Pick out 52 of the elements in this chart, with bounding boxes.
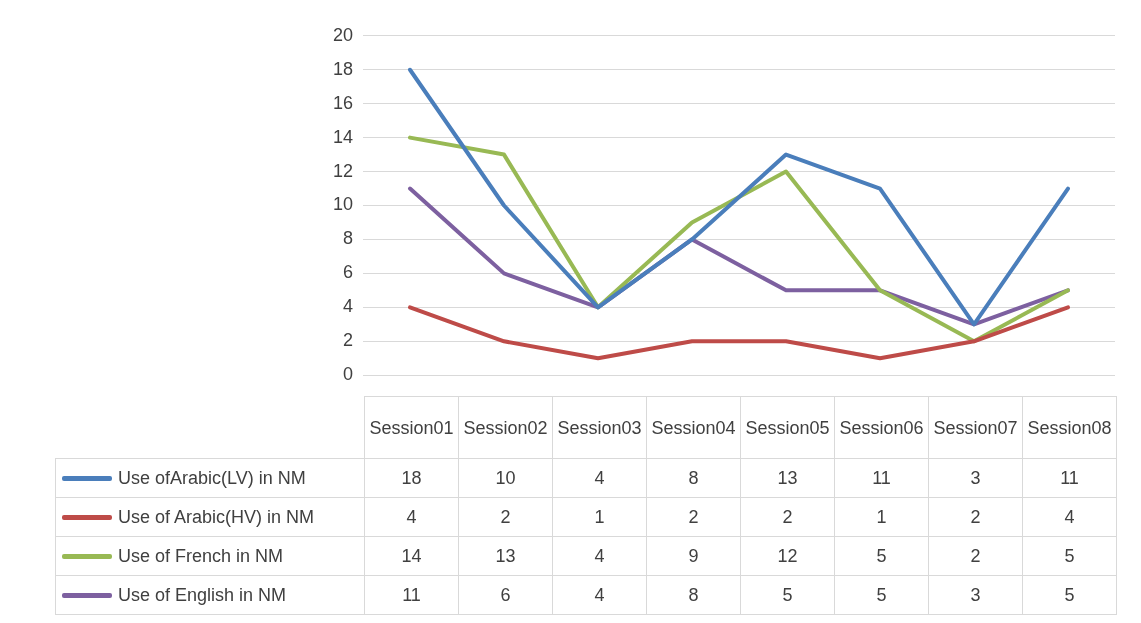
data-label: 11: [1022, 458, 1117, 498]
legend-label: Use of English in NM: [55, 575, 365, 615]
data-label: 4: [552, 536, 647, 576]
x-tick-label: Session08: [1022, 396, 1117, 459]
y-tick-label: 10: [332, 194, 353, 215]
data-label: 5: [834, 536, 929, 576]
x-tick-label: Session06: [834, 396, 929, 459]
data-label: 11: [834, 458, 929, 498]
legend-label: Use of Arabic(HV) in NM: [55, 497, 365, 537]
data-label: 2: [458, 497, 553, 537]
data-label: 4: [552, 575, 647, 615]
y-tick-label: 16: [332, 92, 353, 113]
legend-label: Use ofArabic(LV) in NM: [55, 458, 365, 498]
data-label: 4: [552, 458, 647, 498]
data-label: 13: [740, 458, 835, 498]
y-tick-label: 6: [342, 262, 353, 283]
data-label: 6: [458, 575, 553, 615]
y-tick-label: 14: [332, 126, 353, 147]
data-label: 2: [740, 497, 835, 537]
data-label: 8: [646, 575, 741, 615]
data-label: 4: [1022, 497, 1117, 537]
x-tick-label: Session02: [458, 396, 553, 459]
data-label: 12: [740, 536, 835, 576]
data-label: 2: [928, 536, 1023, 576]
data-label: 8: [646, 458, 741, 498]
data-label: 9: [646, 536, 741, 576]
data-label: 5: [834, 575, 929, 615]
y-tick-label: 18: [332, 58, 353, 79]
y-tick-label: 4: [342, 296, 353, 317]
x-tick-label: Session05: [740, 396, 835, 459]
y-tick-label: 0: [342, 364, 353, 385]
y-tick-label: 20: [332, 24, 353, 45]
data-label: 3: [928, 458, 1023, 498]
data-label: 10: [458, 458, 553, 498]
data-label: 1: [552, 497, 647, 537]
data-label: 11: [364, 575, 459, 615]
y-tick-label: 8: [342, 228, 353, 249]
x-tick-label: Session03: [552, 396, 647, 459]
data-label: 2: [928, 497, 1023, 537]
data-label: 5: [1022, 536, 1117, 576]
data-label: 5: [740, 575, 835, 615]
y-tick-label: 12: [332, 160, 353, 181]
data-label: 1: [834, 497, 929, 537]
data-label: 2: [646, 497, 741, 537]
x-tick-label: Session07: [928, 396, 1023, 459]
data-label: 3: [928, 575, 1023, 615]
data-label: 13: [458, 536, 553, 576]
data-label: 5: [1022, 575, 1117, 615]
legend-label: Use of French in NM: [55, 536, 365, 576]
y-tick-label: 2: [342, 330, 353, 351]
x-tick-label: Session01: [364, 396, 459, 459]
x-tick-label: Session04: [646, 396, 741, 459]
